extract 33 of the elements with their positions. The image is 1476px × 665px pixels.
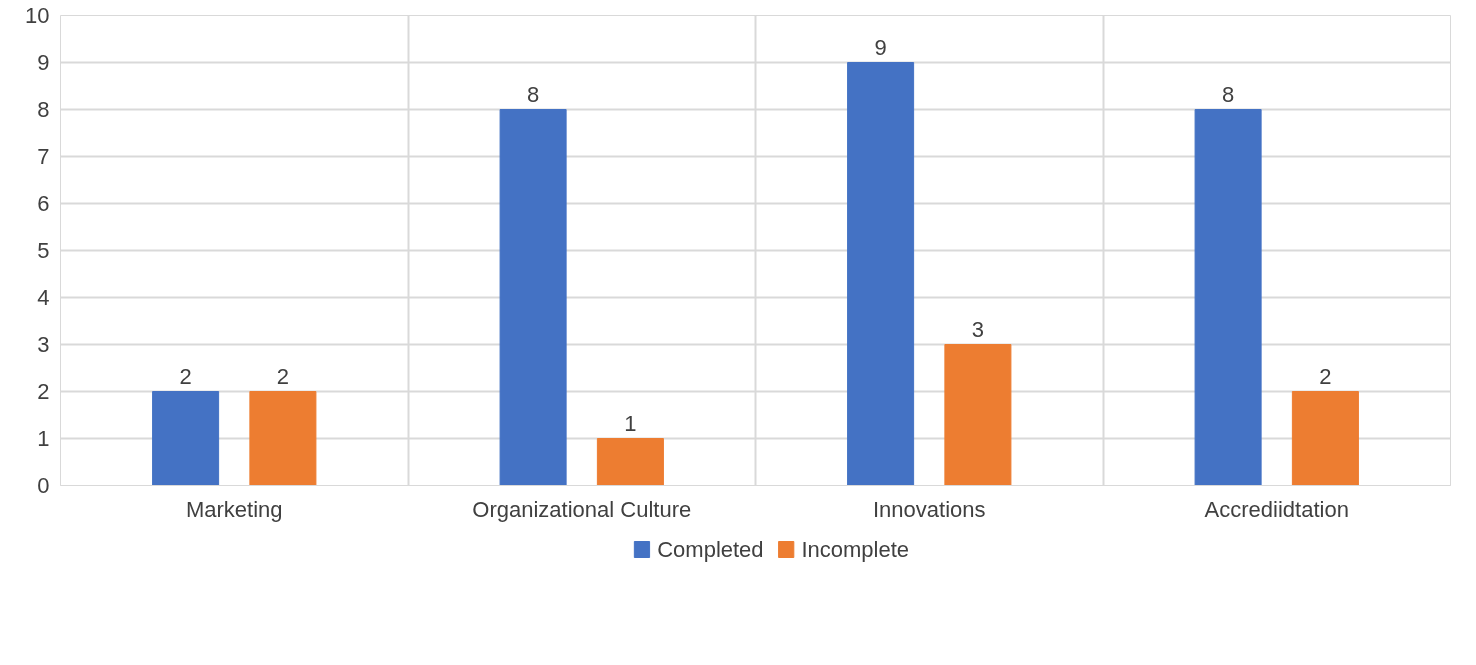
bar — [847, 62, 915, 486]
x-tick-label: Marketing — [185, 496, 283, 522]
bar — [596, 438, 664, 486]
bar — [944, 344, 1012, 486]
data-label: 8 — [526, 81, 540, 107]
y-tick-label: 2 — [37, 379, 50, 404]
data-label: 2 — [1319, 363, 1332, 389]
y-tick-label: 1 — [37, 426, 50, 451]
y-tick-label: 4 — [37, 285, 50, 310]
legend-label: Completed — [657, 537, 764, 562]
data-label: 2 — [276, 363, 290, 389]
data-label: 8 — [1221, 81, 1235, 107]
y-tick-label: 5 — [37, 238, 50, 263]
legend-label: Incomplete — [801, 537, 910, 562]
y-tick-label: 6 — [37, 191, 50, 216]
data-label: 2 — [179, 363, 192, 389]
data-label: 3 — [971, 316, 985, 342]
x-tick-label: Accrediidtation — [1204, 496, 1349, 522]
y-tick-label: 3 — [37, 332, 50, 357]
y-tick-label: 0 — [37, 473, 50, 498]
y-tick-label: 7 — [37, 144, 50, 169]
data-label: 1 — [624, 410, 637, 436]
x-tick-label: Organizational Culture — [472, 496, 692, 522]
y-tick-label: 8 — [37, 97, 50, 122]
bar — [249, 391, 317, 486]
bar — [1194, 109, 1262, 486]
bar — [1291, 391, 1359, 486]
data-label: 9 — [874, 34, 887, 60]
bar — [152, 391, 220, 486]
y-tick-label: 9 — [37, 50, 50, 75]
y-tick-label: 10 — [25, 3, 50, 28]
x-tick-label: Innovations — [872, 496, 986, 522]
bar — [499, 109, 567, 486]
